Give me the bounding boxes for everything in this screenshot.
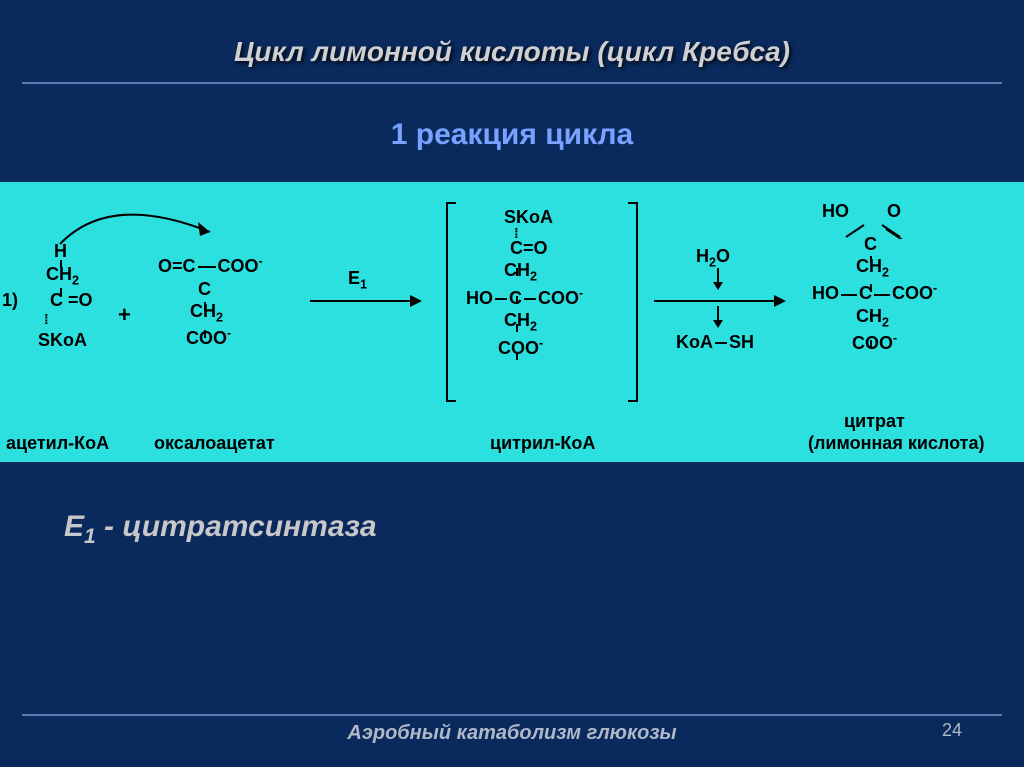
enzyme-definition: E1 - цитратсинтаза xyxy=(0,462,1024,549)
plus-sign: + xyxy=(118,302,131,328)
label-citric-acid: (лимонная кислота) xyxy=(808,433,984,454)
bracket-right xyxy=(628,202,638,402)
koash-label: KoASH xyxy=(676,332,754,353)
label-citrate: цитрат xyxy=(844,411,905,432)
down-arrow-out-icon xyxy=(708,306,728,330)
label-acetyl-coa: ацетил-КоА xyxy=(6,433,109,454)
reaction-diagram: 1) H CH2 C =O ⁞ SKoA + O=CCOO- C CH2 COO… xyxy=(0,182,1024,462)
down-arrow-in-icon xyxy=(708,268,728,292)
citrate-structure: HOO C CH2 HOCCOO- CH2 COO- xyxy=(812,200,937,355)
page-number: 24 xyxy=(942,720,962,741)
slide-title: Цикл лимонной кислоты (цикл Кребса) xyxy=(22,0,1002,84)
reaction-arrow-2 xyxy=(654,300,784,302)
citryl-coa-structure: SKoA ⁞ C=O CH2 HOCCOO- CH2 COO- xyxy=(466,206,583,359)
bracket-left xyxy=(446,202,456,402)
water-label: H2O xyxy=(696,246,730,270)
label-citryl-coa: цитрил-КоА xyxy=(490,433,595,454)
footer-text: Аэробный катаболизм глюкозы xyxy=(347,722,676,744)
footer: Аэробный катаболизм глюкозы 24 xyxy=(22,714,1002,745)
reaction-arrow-1 xyxy=(310,300,420,302)
enzyme-label-1: E1 xyxy=(348,268,367,292)
label-oxaloacetate: оксалоацетат xyxy=(154,433,275,454)
slide-subtitle: 1 реакция цикла xyxy=(0,84,1024,182)
reaction-number: 1) xyxy=(2,290,18,311)
oxaloacetate-structure: O=CCOO- C CH2 COO- xyxy=(158,254,263,350)
